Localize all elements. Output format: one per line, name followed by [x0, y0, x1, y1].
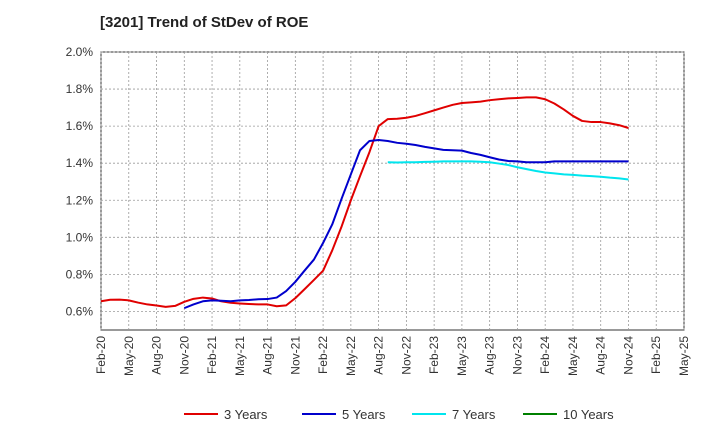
x-tick-label: Aug-21 [261, 336, 275, 375]
legend-label: 3 Years [224, 407, 268, 422]
y-tick-label: 0.6% [66, 304, 94, 318]
y-tick-label: 0.8% [66, 267, 94, 281]
y-tick-label: 1.0% [66, 230, 94, 244]
x-tick-label: Aug-22 [372, 336, 386, 375]
y-tick-label: 1.2% [66, 193, 94, 207]
y-tick-label: 2.0% [66, 45, 94, 59]
y-tick-label: 1.8% [66, 82, 94, 96]
legend-label: 7 Years [452, 407, 496, 422]
x-tick-label: Nov-21 [288, 336, 302, 375]
x-tick-label: Aug-20 [150, 336, 164, 375]
x-tick-label: May-21 [233, 336, 247, 376]
x-tick-label: May-22 [344, 336, 358, 376]
chart-title: [3201] Trend of StDev of ROE [100, 14, 309, 31]
y-axis-ticks: 0.6% 0.8% 1.0% 1.2% 1.4% 1.6% 1.8% 2.0% [66, 45, 94, 318]
x-tick-label: Feb-25 [649, 336, 663, 374]
x-tick-label: Aug-23 [483, 336, 497, 375]
series-line-0 [100, 96, 629, 308]
x-tick-label: Nov-24 [621, 336, 635, 375]
x-axis-ticks: Feb-20 May-20 Aug-20 Nov-20 Feb-21 May-21 Aug-… [94, 336, 691, 376]
series-layer [100, 96, 629, 310]
legend-label: 10 Years [563, 407, 614, 422]
x-tick-label: Feb-22 [316, 336, 330, 374]
y-tick-label: 1.4% [66, 156, 94, 170]
x-tick-label: Feb-23 [427, 336, 441, 374]
x-tick-label: Feb-21 [205, 336, 219, 374]
x-tick-label: Nov-20 [177, 336, 191, 375]
legend: 3 Years 5 Years 7 Years 10 Years [184, 407, 614, 422]
x-tick-label: May-24 [566, 336, 580, 376]
x-tick-label: Feb-20 [94, 336, 108, 374]
plot-area [100, 51, 685, 331]
x-tick-label: Nov-22 [399, 336, 413, 375]
x-tick-label: Nov-23 [510, 336, 524, 375]
x-tick-label: Feb-24 [538, 336, 552, 374]
series-line-1 [183, 139, 629, 310]
x-tick-label: Aug-24 [594, 336, 608, 375]
x-tick-label: May-20 [122, 336, 136, 376]
x-tick-label: May-23 [455, 336, 469, 376]
grid-layer [100, 51, 685, 330]
x-tick-label: May-25 [677, 336, 691, 376]
series-line-2 [387, 160, 629, 181]
y-tick-label: 1.6% [66, 119, 94, 133]
legend-label: 5 Years [342, 407, 386, 422]
